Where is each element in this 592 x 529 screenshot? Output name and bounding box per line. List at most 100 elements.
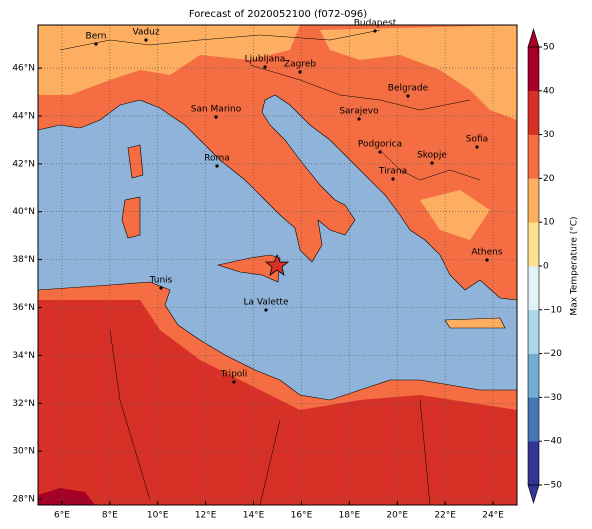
x-tick-label: 6°E (54, 511, 70, 521)
city-label: Budapest (354, 19, 397, 29)
city-label: Tunis (149, 276, 173, 286)
city-dot (298, 70, 302, 74)
star-marker (264, 253, 290, 276)
colorbar-tick-label: −30 (543, 393, 562, 403)
city-dot (263, 65, 267, 69)
city-dot (475, 145, 479, 149)
city: Tirana (378, 167, 407, 181)
city: Belgrade (388, 84, 429, 98)
city-dot (378, 150, 382, 154)
city-label: Zagreb (284, 60, 316, 70)
warm-zone (38, 25, 517, 240)
city-label: San Marino (191, 105, 242, 115)
city-dot (357, 117, 361, 121)
europe-land (38, 25, 517, 301)
y-tick-label: 32°N (12, 399, 35, 409)
city-label: Bern (86, 32, 107, 42)
x-tick-label: 20°E (386, 511, 408, 521)
colorbar-tick-label: 10 (543, 218, 555, 228)
colorbar-band (528, 397, 539, 442)
city: Budapest (354, 19, 397, 33)
x-tick-label: 8°E (102, 511, 118, 521)
x-tick-label: 12°E (195, 511, 217, 521)
colorbar-extend-top (527, 27, 540, 48)
city-label: Skopje (417, 151, 447, 161)
y-tick-label: 42°N (12, 159, 35, 169)
colorbar-band (528, 90, 539, 135)
city-label: Podgorica (358, 140, 402, 150)
x-tick-label: 24°E (482, 511, 504, 521)
colorbar-band (528, 134, 539, 179)
y-tick-label: 46°N (12, 64, 35, 74)
city-label: Ljubljana (245, 55, 286, 65)
colorbar-tick-label: 40 (543, 86, 555, 96)
title: Forecast of 2020052100 (f072-096) (189, 9, 367, 20)
city: Roma (204, 154, 230, 168)
city-dot (485, 258, 489, 262)
colorbar-tick-label: 20 (543, 174, 555, 184)
colorbar-tick-label: −20 (543, 349, 562, 359)
city-dot (94, 42, 98, 46)
colorbar-band (528, 309, 539, 354)
colorbar: −50 −40 −30 −20 −10 0 10 20 30 40 50 (527, 27, 562, 505)
y-tick-label: 44°N (12, 111, 35, 121)
colorbar-band (528, 178, 539, 223)
city-label: La Valette (244, 298, 289, 308)
colorbar-band (528, 353, 539, 398)
city: Athens (471, 248, 503, 262)
corsica (127, 144, 144, 179)
city-dot (159, 286, 163, 290)
city: Vaduz (132, 28, 160, 42)
city-label: Sofia (466, 135, 488, 145)
city-label: Athens (471, 248, 502, 258)
colorbar-label: Max Temperature (°C) (570, 216, 580, 315)
city: Skopje (417, 151, 447, 165)
city: La Valette (244, 298, 289, 312)
y-tick-label: 38°N (12, 255, 35, 265)
city-label: Tripoli (220, 370, 248, 380)
city-label: Tirana (378, 167, 407, 177)
colorbar-band (528, 222, 539, 267)
y-tick-label: 28°N (12, 495, 35, 505)
city-dot (215, 164, 219, 168)
sardinia (121, 196, 141, 239)
city-dot (232, 380, 236, 384)
colorbar-band (528, 441, 539, 486)
city: Bern (86, 32, 107, 46)
city: Sarajevo (339, 107, 379, 121)
city: Podgorica (358, 140, 402, 154)
city: San Marino (191, 105, 242, 119)
x-tick-label: 16°E (291, 511, 313, 521)
colorbar-tick-label: 0 (543, 262, 549, 272)
city-dot (144, 38, 148, 42)
y-tick-label: 30°N (12, 447, 35, 457)
colorbar-tick-label: −10 (543, 305, 562, 315)
city: Tripoli (220, 370, 248, 384)
city-label: Sarajevo (339, 107, 379, 117)
africa-hottest (38, 488, 95, 505)
city: Tunis (149, 276, 173, 290)
borders (59, 29, 481, 505)
city-label: Belgrade (388, 84, 429, 94)
city: Sofia (466, 135, 488, 149)
city-label: Roma (204, 154, 230, 164)
cities: Bern Vaduz Budapest Ljubljana Zagreb Bel… (86, 19, 503, 384)
y-tick-label: 40°N (12, 207, 35, 217)
x-tick-label: 18°E (339, 511, 361, 521)
colorbar-tick-label: −40 (543, 437, 562, 447)
x-tick-label: 14°E (243, 511, 265, 521)
colorbar-extend-bottom (527, 484, 540, 505)
grid (38, 25, 517, 505)
colorbar-tick-label: −50 (543, 481, 562, 491)
city-dot (373, 29, 377, 33)
city-dot (430, 161, 434, 165)
map-area (38, 25, 517, 505)
city: Ljubljana (245, 55, 286, 69)
crete (444, 317, 506, 329)
city-dot (391, 177, 395, 181)
city-dot (214, 115, 218, 119)
city-dot (264, 308, 268, 312)
y-tick-label: 34°N (12, 351, 35, 361)
map-frame (37, 24, 518, 506)
